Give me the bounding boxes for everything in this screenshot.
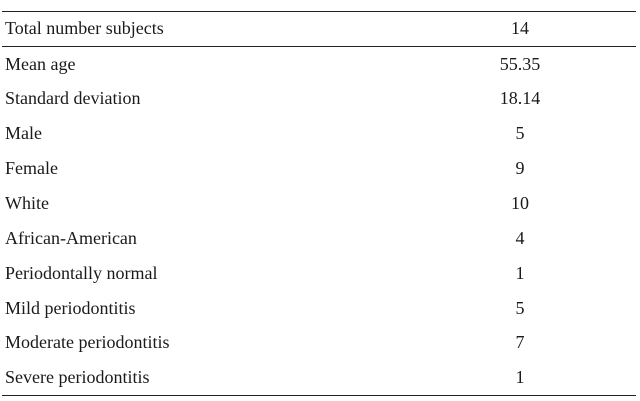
row-label: Periodontally normal — [5, 262, 158, 283]
table-row: Severe periodontitis 1 — [2, 360, 636, 396]
row-label: Standard deviation — [5, 88, 141, 109]
table-row: Moderate periodontitis 7 — [2, 326, 636, 361]
row-label: Total number subjects — [2, 11, 422, 47]
row-value: 9 — [515, 158, 525, 178]
table-row: Standard deviation 18.14 — [2, 81, 636, 116]
table-row: Periodontally normal 1 — [2, 256, 636, 291]
row-label: African-American — [5, 227, 137, 248]
table-row: African-American 4 — [2, 221, 636, 256]
row-label: White — [5, 192, 49, 213]
row-label: Female — [5, 158, 58, 178]
demographics-table: Total number subjects 14 Mean age 55.35 … — [2, 11, 636, 396]
row-value: 7 — [515, 332, 525, 353]
row-value: 5 — [515, 123, 525, 144]
row-label: Mild periodontitis — [5, 297, 136, 318]
row-label: Moderate periodontitis — [5, 332, 170, 353]
table-row: White 10 — [2, 186, 636, 221]
row-value: 10 — [511, 192, 529, 213]
row-value: 1 — [515, 262, 525, 283]
table-row: Mild periodontitis 5 — [2, 291, 636, 326]
table-row: Female 9 — [2, 151, 636, 186]
table-row: Mean age 55.35 — [2, 46, 636, 81]
row-label: Mean age — [5, 53, 76, 74]
table-row: Total number subjects 14 — [2, 11, 636, 47]
row-value: 18.14 — [499, 88, 541, 109]
row-value: 14 — [422, 11, 636, 47]
row-value: 5 — [515, 297, 525, 318]
row-value: 1 — [422, 360, 636, 396]
table-row: Male 5 — [2, 116, 636, 151]
row-label: Severe periodontitis — [2, 360, 422, 396]
demographics-table-container: Total number subjects 14 Mean age 55.35 … — [2, 11, 636, 396]
row-value: 55.35 — [499, 53, 541, 74]
row-label: Male — [5, 123, 42, 144]
row-value: 4 — [515, 227, 525, 248]
